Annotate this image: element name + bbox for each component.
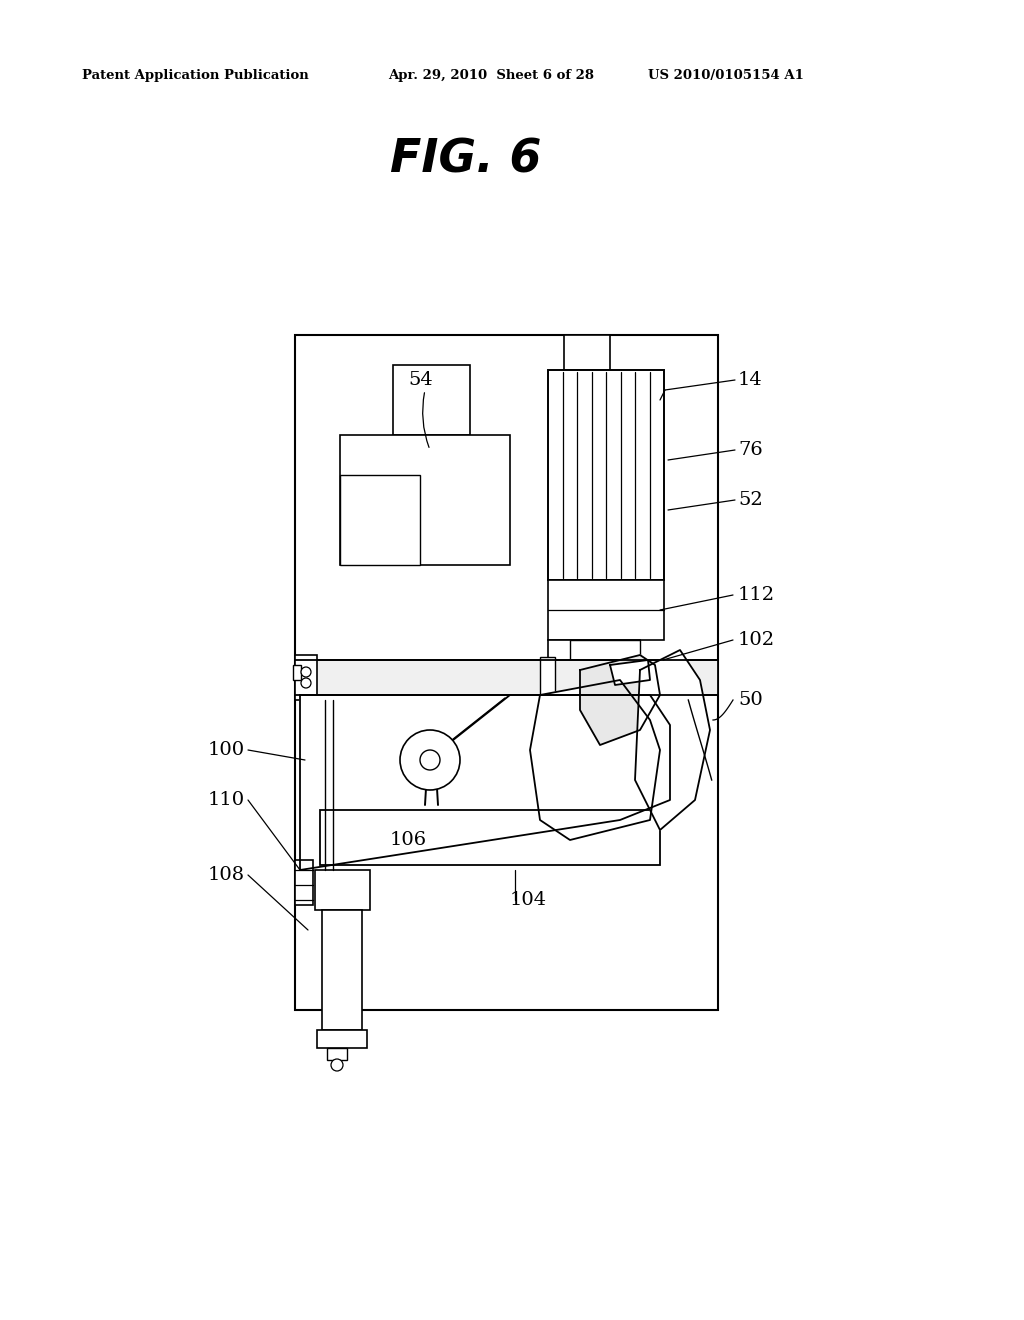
Polygon shape xyxy=(300,696,670,870)
Bar xyxy=(327,1048,347,1060)
Text: Apr. 29, 2010  Sheet 6 of 28: Apr. 29, 2010 Sheet 6 of 28 xyxy=(388,69,594,82)
Text: 102: 102 xyxy=(738,631,775,649)
Bar xyxy=(570,640,640,660)
Bar xyxy=(340,475,420,565)
Circle shape xyxy=(331,1059,343,1071)
Text: 104: 104 xyxy=(510,891,547,909)
Circle shape xyxy=(301,678,311,688)
Polygon shape xyxy=(610,660,650,685)
Bar xyxy=(393,366,470,436)
Text: 14: 14 xyxy=(738,371,763,389)
Text: FIG. 6: FIG. 6 xyxy=(390,137,542,182)
Bar xyxy=(319,810,660,865)
Bar xyxy=(548,640,640,671)
Text: 54: 54 xyxy=(408,371,433,389)
Bar xyxy=(322,909,362,1030)
Bar xyxy=(564,335,610,370)
Text: 52: 52 xyxy=(738,491,763,510)
Text: 108: 108 xyxy=(208,866,245,884)
Bar xyxy=(295,335,718,1010)
Bar xyxy=(548,579,664,640)
Text: 100: 100 xyxy=(208,741,245,759)
Text: US 2010/0105154 A1: US 2010/0105154 A1 xyxy=(648,69,804,82)
Text: 110: 110 xyxy=(208,791,245,809)
Text: 76: 76 xyxy=(738,441,763,459)
Bar xyxy=(548,370,664,579)
Circle shape xyxy=(400,730,460,789)
Bar xyxy=(295,655,317,700)
Text: 50: 50 xyxy=(738,690,763,709)
Bar xyxy=(340,436,510,565)
Text: Patent Application Publication: Patent Application Publication xyxy=(82,69,309,82)
Bar xyxy=(295,861,313,906)
Polygon shape xyxy=(580,655,660,744)
Bar xyxy=(317,1030,367,1048)
Circle shape xyxy=(420,750,440,770)
Bar xyxy=(293,665,301,680)
Text: 106: 106 xyxy=(390,832,427,849)
Polygon shape xyxy=(530,680,660,840)
Bar xyxy=(540,657,555,698)
Text: 112: 112 xyxy=(738,586,775,605)
Polygon shape xyxy=(635,649,710,830)
Bar xyxy=(315,870,370,909)
Circle shape xyxy=(301,667,311,677)
Bar xyxy=(295,660,718,696)
